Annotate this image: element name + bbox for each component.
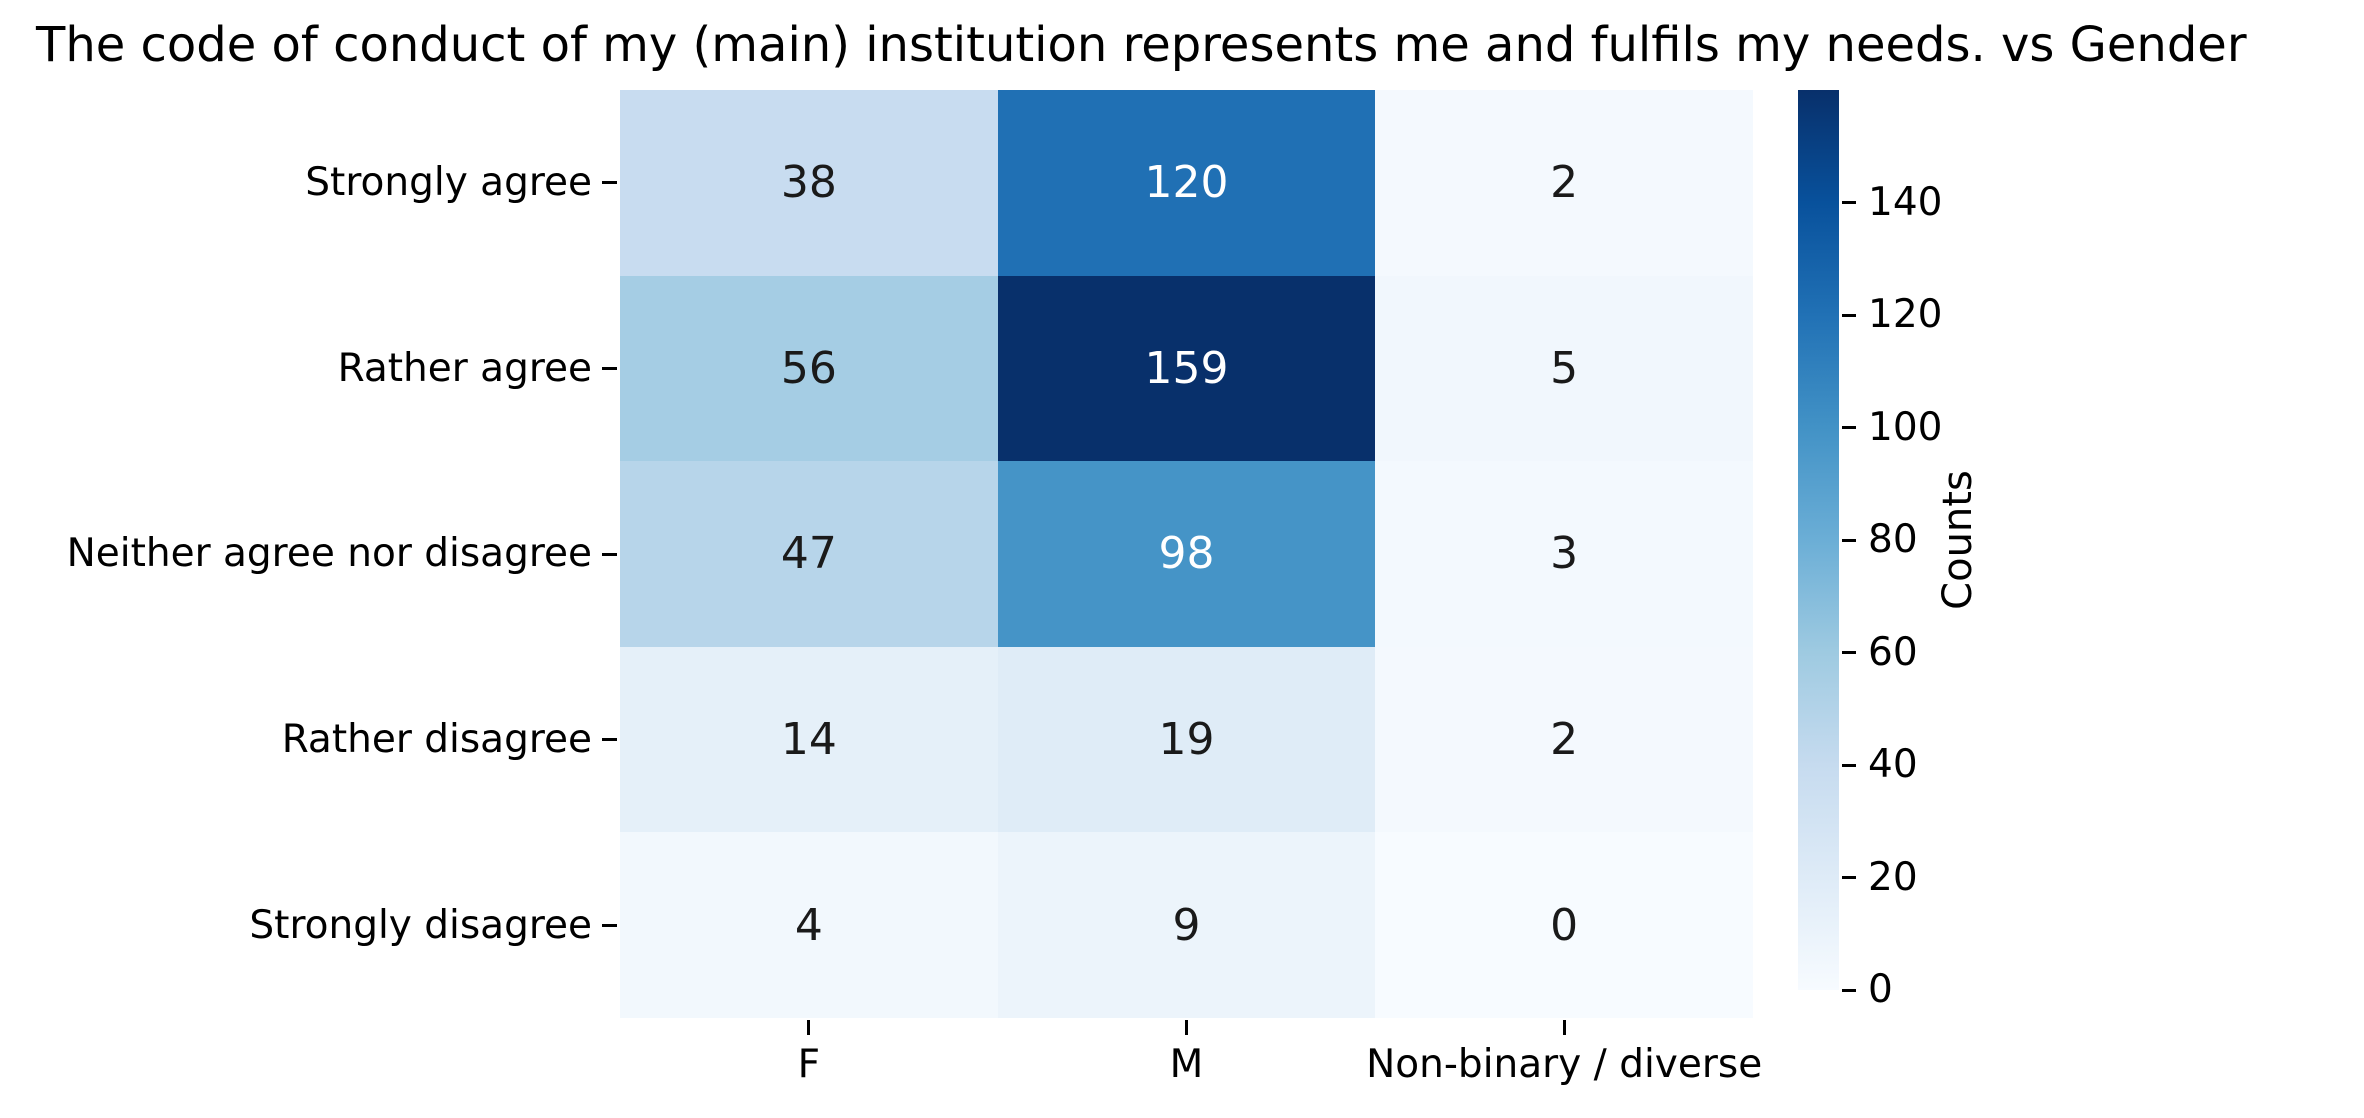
colorbar-tick-label: 80 [1868,517,1918,562]
colorbar-tick-label: 120 [1868,292,1943,337]
colorbar-tick-label: 0 [1868,967,1893,1012]
colorbar-gradient [1798,90,1839,990]
colorbar-tick [1842,876,1856,879]
column-label: Non-binary / diverse [1366,1042,1763,1087]
colorbar-tick-label: 20 [1868,854,1918,900]
y-axis-tick [602,552,617,556]
heatmap-cell: 9 [997,832,1376,1018]
colorbar-tick-label: 60 [1868,629,1918,675]
chart-title: The code of conduct of my (main) institu… [36,17,2247,73]
colorbar-tick [1842,201,1856,204]
colorbar-tick [1842,538,1856,542]
colorbar-tick [1842,426,1856,429]
x-axis-tick [1185,1020,1188,1035]
x-axis-tick [1562,1020,1566,1035]
heatmap-cell: 5 [1375,275,1753,462]
row-label: Rather disagree [281,717,592,763]
heatmap-cell: 56 [620,275,998,462]
column-label: M [1169,1042,1204,1087]
column-label: F [797,1042,821,1087]
row-label: Strongly disagree [249,902,592,948]
colorbar-tick-label: 100 [1868,404,1943,450]
heatmap-cell: 3 [1375,461,1753,647]
colorbar-tick [1842,313,1856,317]
colorbar-tick [1842,988,1856,992]
row-label: Neither agree nor disagree [66,531,592,577]
heatmap-cell: 98 [997,461,1376,647]
colorbar-tick-label: 140 [1868,179,1943,225]
colorbar-tick-label: 40 [1868,742,1918,787]
row-label: Rather agree [337,345,592,391]
row-label: Strongly agree [305,160,592,206]
colorbar-tick [1842,651,1856,654]
y-axis-tick [602,366,617,370]
heatmap-cell: 0 [1375,832,1753,1018]
heatmap-cell: 14 [620,646,998,833]
colorbar-axis-label: Counts [1935,470,1981,610]
heatmap-cell: 159 [997,275,1376,462]
y-axis-tick [602,181,617,185]
y-axis-tick [602,738,617,742]
heatmap-cell: 4 [620,832,998,1018]
heatmap-cell: 2 [1375,90,1753,276]
heatmap-cell: 38 [620,90,998,276]
x-axis-tick [807,1020,811,1035]
heatmap-cell: 19 [997,646,1376,833]
colorbar-tick [1842,763,1856,767]
heatmap-cell: 47 [620,461,998,647]
heatmap-grid: 38 120 2 56 159 5 47 98 3 14 19 2 4 9 0 [620,90,1753,1018]
y-axis-tick [602,923,617,927]
heatmap-cell: 2 [1375,646,1753,833]
heatmap-cell: 120 [997,90,1376,276]
